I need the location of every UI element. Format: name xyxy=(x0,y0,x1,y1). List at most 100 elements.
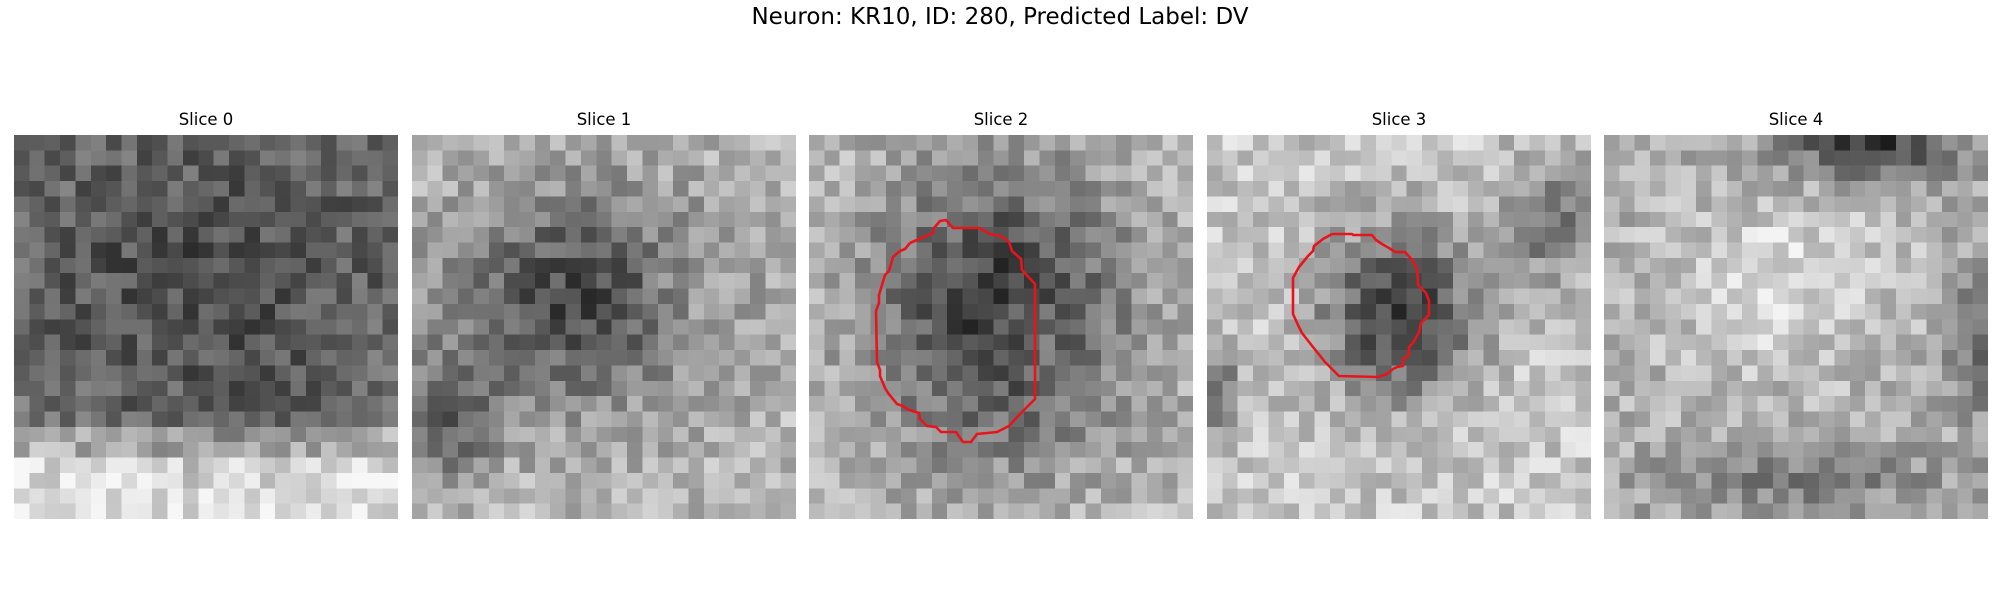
pixel xyxy=(1375,257,1392,274)
pixel xyxy=(290,334,307,351)
pixel xyxy=(1360,442,1377,459)
pixel xyxy=(565,350,582,366)
pixel xyxy=(229,503,245,519)
pixel xyxy=(321,196,338,213)
pixel xyxy=(1665,303,1682,320)
pixel xyxy=(1360,196,1377,213)
pixel xyxy=(1819,303,1835,320)
pixel xyxy=(1054,396,1071,413)
pixel xyxy=(1772,350,1789,366)
pixel xyxy=(1696,165,1713,182)
pixel xyxy=(213,150,230,167)
pixel xyxy=(305,135,322,151)
pixel xyxy=(1207,457,1223,474)
pixel xyxy=(1834,503,1851,519)
pixel xyxy=(1911,488,1928,505)
pixel xyxy=(1819,503,1835,519)
pixel xyxy=(1283,457,1300,474)
pixel xyxy=(1283,503,1300,519)
pixel xyxy=(1680,135,1697,151)
pixel xyxy=(1100,365,1117,382)
pixel xyxy=(1880,196,1897,213)
pixel xyxy=(351,426,368,443)
pixel xyxy=(488,457,505,474)
pixel xyxy=(855,273,872,290)
pixel xyxy=(1711,303,1728,320)
pixel xyxy=(136,365,153,382)
pixel xyxy=(916,273,933,290)
pixel xyxy=(855,350,872,366)
pixel xyxy=(901,319,918,336)
pixel xyxy=(1926,472,1943,489)
pixel xyxy=(198,426,215,443)
pixel xyxy=(504,135,521,151)
pixel xyxy=(1849,365,1866,382)
pixel xyxy=(1222,196,1239,213)
pixel xyxy=(1222,211,1239,228)
pixel xyxy=(1498,150,1515,167)
pixel xyxy=(167,472,184,489)
pixel xyxy=(136,242,153,259)
pixel xyxy=(1452,303,1469,320)
pixel xyxy=(198,365,215,382)
pixel xyxy=(1483,457,1500,474)
pixel xyxy=(167,380,184,397)
pixel xyxy=(1422,181,1438,198)
pixel xyxy=(1345,396,1362,413)
pixel xyxy=(1560,396,1577,413)
pixel xyxy=(182,319,199,336)
pixel xyxy=(1406,150,1423,167)
pixel xyxy=(1008,319,1025,336)
pixel xyxy=(1619,273,1636,290)
pixel xyxy=(152,380,169,397)
pixel xyxy=(1788,242,1805,259)
pixel xyxy=(1819,472,1835,489)
pixel xyxy=(550,257,567,274)
pixel xyxy=(1772,135,1789,151)
pixel xyxy=(1880,380,1897,397)
pixel xyxy=(336,227,353,244)
pixel xyxy=(1772,273,1789,290)
pixel xyxy=(1803,411,1820,428)
pixel xyxy=(427,273,444,290)
pixel xyxy=(182,396,199,413)
pixel xyxy=(977,350,994,366)
pixel xyxy=(1391,211,1408,228)
pixel xyxy=(1085,165,1102,182)
pixel xyxy=(473,211,490,228)
pixel xyxy=(1514,196,1531,213)
pixel xyxy=(703,181,720,198)
pixel xyxy=(14,181,30,198)
pixel xyxy=(244,442,261,459)
pixel xyxy=(1711,242,1728,259)
pixel xyxy=(321,227,338,244)
pixel xyxy=(1268,503,1285,519)
pixel xyxy=(106,411,123,428)
pixel xyxy=(719,303,736,320)
pixel xyxy=(1039,396,1056,413)
pixel xyxy=(442,380,459,397)
pixel xyxy=(1650,457,1667,474)
pixel xyxy=(1207,288,1223,305)
pixel xyxy=(1849,319,1866,336)
pixel xyxy=(977,273,994,290)
pixel xyxy=(1116,273,1133,290)
pixel xyxy=(1437,227,1454,244)
pixel xyxy=(1972,488,1988,505)
pixel xyxy=(673,488,690,505)
pixel xyxy=(1560,257,1577,274)
pixel xyxy=(1375,396,1392,413)
pixel xyxy=(1468,211,1485,228)
pixel xyxy=(611,165,628,182)
pixel xyxy=(1024,242,1040,259)
pixel xyxy=(962,503,979,519)
pixel xyxy=(1849,426,1866,443)
pixel xyxy=(1957,350,1974,366)
pixel xyxy=(1696,365,1713,382)
pixel xyxy=(565,319,582,336)
pixel xyxy=(1391,303,1408,320)
pixel xyxy=(1803,380,1820,397)
pixel xyxy=(1314,196,1331,213)
pixel xyxy=(1360,488,1377,505)
pixel xyxy=(1283,426,1300,443)
